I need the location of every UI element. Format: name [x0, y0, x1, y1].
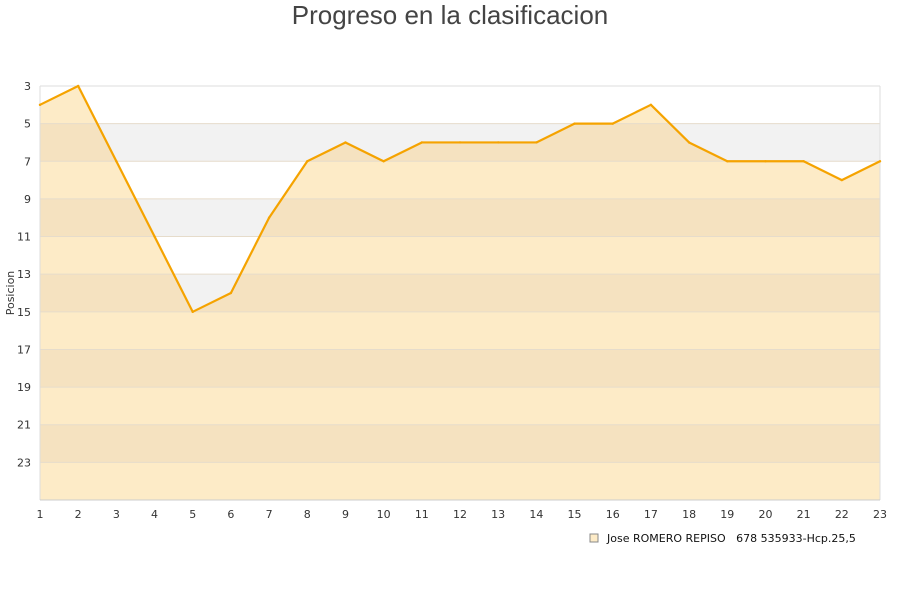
data-point: [687, 141, 691, 144]
x-tick-label: 4: [151, 508, 158, 521]
gridlines: [39, 85, 881, 501]
x-tick-label: 15: [568, 508, 582, 521]
data-point: [153, 235, 156, 238]
y-tick-label: 23: [17, 456, 31, 469]
x-tick-label: 22: [835, 508, 849, 521]
data-point: [306, 160, 309, 163]
data-point: [420, 141, 424, 144]
x-tick-label: 11: [415, 508, 429, 521]
data-point: [76, 84, 80, 88]
data-point: [382, 160, 385, 163]
area-fill-band: [40, 349, 880, 388]
area-fill-band: [40, 274, 880, 312]
x-tick-label: 14: [529, 508, 543, 521]
y-tick-label: 7: [24, 155, 31, 168]
area-fill-band: [40, 424, 880, 463]
y-tick-label: 3: [24, 80, 31, 93]
x-tick-label: 20: [758, 508, 772, 521]
legend-swatch: [589, 533, 599, 543]
x-tick-label: 12: [453, 508, 467, 521]
y-tick-label: 17: [17, 343, 31, 356]
x-tick-label: 8: [304, 508, 311, 521]
x-tick-label: 3: [113, 508, 120, 521]
data-point: [267, 216, 271, 219]
legend: Jose ROMERO REPISO 678 535933-Hcp.25,5: [589, 532, 856, 545]
x-tick-label: 13: [491, 508, 505, 521]
y-axis-label: Posicion: [4, 271, 17, 316]
area-fill-band: [40, 387, 880, 425]
x-tick-label: 7: [266, 508, 273, 521]
x-tick-label: 5: [189, 508, 196, 521]
data-point: [496, 141, 500, 144]
x-tick-label: 10: [377, 508, 391, 521]
data-point: [764, 160, 767, 163]
x-tick-label: 1: [37, 508, 44, 521]
data-point: [726, 160, 729, 163]
y-tick-label: 15: [17, 306, 31, 319]
data-point: [573, 122, 576, 125]
x-axis-ticks: 1 2 3 4 5 6 7 8 9 10 11 12 13 14 15 16 17 18 19 20 21 22 23: [37, 508, 888, 521]
x-tick-label: 2: [75, 508, 82, 521]
data-point: [115, 160, 118, 163]
area-fill-band: [40, 462, 880, 500]
y-tick-label: 5: [24, 118, 31, 131]
x-tick-label: 6: [227, 508, 234, 521]
x-tick-label: 19: [720, 508, 734, 521]
area-fill-band: [40, 311, 880, 350]
y-tick-label: 11: [17, 231, 31, 244]
data-point: [458, 141, 462, 144]
data-point: [38, 103, 42, 107]
x-tick-label: 21: [797, 508, 811, 521]
data-point: [191, 310, 194, 314]
y-tick-label: 13: [17, 268, 31, 281]
data-point: [649, 103, 653, 107]
x-tick-label: 9: [342, 508, 349, 521]
data-point: [802, 160, 805, 163]
data-point: [229, 291, 233, 295]
y-tick-label: 19: [17, 381, 31, 394]
x-tick-label: 23: [873, 508, 887, 521]
legend-entry-label: Jose ROMERO REPISO 678 535933-Hcp.25,5: [606, 532, 856, 545]
data-point: [535, 141, 538, 144]
chart-title: Progreso en la clasificacion: [292, 0, 609, 30]
y-tick-label: 21: [17, 419, 31, 432]
background-band: [40, 86, 880, 124]
x-tick-label: 18: [682, 508, 696, 521]
data-point: [840, 178, 844, 182]
y-axis-ticks: 3 5 7 9 11 13 15 17 19 21 23: [17, 80, 31, 469]
y-tick-label: 9: [24, 193, 31, 206]
data-point: [878, 160, 882, 163]
x-tick-label: 17: [644, 508, 658, 521]
data-point: [344, 141, 347, 144]
series-layer: [38, 84, 882, 314]
data-point: [611, 122, 614, 125]
x-tick-label: 16: [606, 508, 620, 521]
